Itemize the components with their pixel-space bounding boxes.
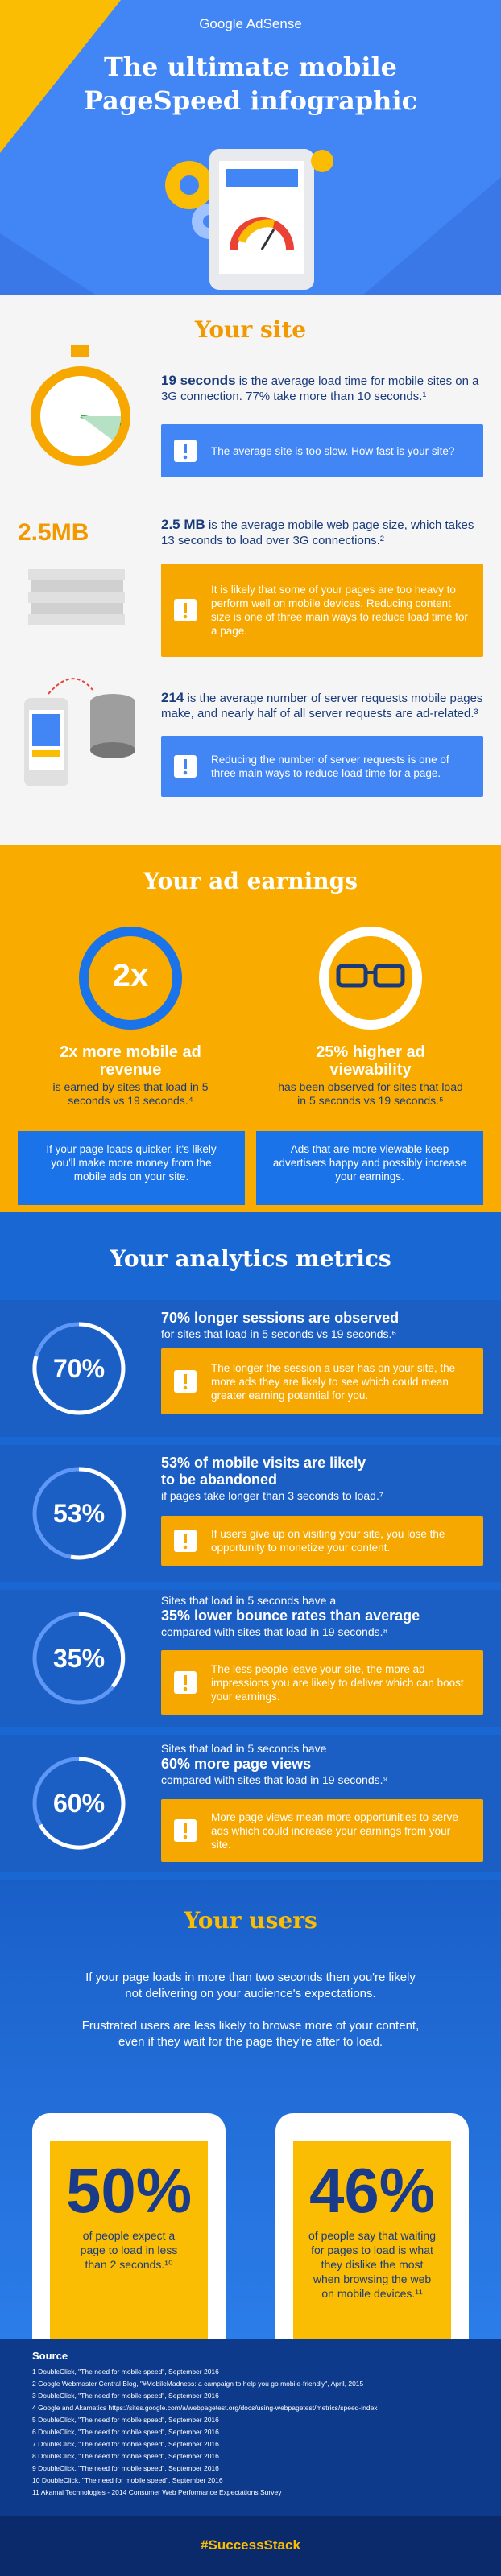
brand: Google AdSense — [199, 16, 302, 31]
text: if pages take longer than 3 seconds to l… — [161, 1489, 383, 1502]
user-stat: 50% of people expect a page to load in l… — [50, 2157, 208, 2272]
source-item: 3 DoubleClick, "The need for mobile spee… — [32, 2392, 219, 2400]
stat: 60% — [52, 1789, 106, 1818]
metric: Sites that load in 5 seconds have 60% mo… — [161, 1741, 483, 1787]
source-item: 7 DoubleClick, "The need for mobile spee… — [32, 2440, 219, 2448]
site-stat: 19 seconds is the average load time for … — [161, 373, 483, 404]
ad-earnings: Your ad earnings 2x 2x more mobile ad re… — [0, 845, 501, 1212]
text: of people say that waiting for pages to … — [308, 2229, 436, 2300]
headline: 2x more mobile ad revenue — [60, 1043, 201, 1079]
title: The ultimate mobile PageSpeed infographi… — [83, 52, 418, 116]
text: for sites that load in 5 seconds vs 19 s… — [161, 1327, 397, 1340]
analytics: Your analytics metrics 70% 53% 35% 60% 7… — [0, 1212, 501, 1880]
callout-text: The less people leave your site, the mor… — [211, 1662, 464, 1703]
stat: 46% — [308, 2155, 436, 2226]
size-label: 2.5MB — [18, 519, 89, 546]
callout: If your page loads quicker, it's likely … — [18, 1131, 245, 1205]
metric: 53% of mobile visits are likely to be ab… — [161, 1455, 483, 1503]
metric: Sites that load in 5 seconds have a 35% … — [161, 1593, 483, 1639]
callout-text: Reducing the number of server requests i… — [211, 753, 449, 779]
callout: Reducing the number of server requests i… — [161, 736, 483, 797]
sources: Source 1 DoubleClick, "The need for mobi… — [0, 2339, 501, 2516]
source-item: 11 Akamai Technologies - 2014 Consumer W… — [32, 2488, 282, 2496]
headline: 53% of mobile visits are likely to be ab… — [161, 1455, 366, 1488]
headline: 70% longer sessions are observed — [161, 1310, 400, 1326]
text: of people expect a page to load in less … — [80, 2229, 178, 2271]
your-site: Your site 19 seconds is the average load… — [0, 295, 501, 845]
callout: The less people leave your site, the mor… — [161, 1650, 483, 1715]
callout-text: If users give up on visiting your site, … — [211, 1528, 445, 1554]
source-item: 1 DoubleClick, "The need for mobile spee… — [32, 2368, 219, 2376]
callout-text: More page views mean more opportunities … — [211, 1810, 458, 1851]
callout: The average site is too slow. How fast i… — [161, 424, 483, 477]
footer: #SuccessStack — [0, 2516, 501, 2576]
text: has been observed for sites that load in… — [278, 1080, 463, 1107]
alert-icon — [174, 1530, 197, 1552]
source-item: 9 DoubleClick, "The need for mobile spee… — [32, 2464, 219, 2472]
ad-art — [79, 927, 422, 1030]
source-item: 6 DoubleClick, "The need for mobile spee… — [32, 2428, 219, 2436]
headline: 60% more page views — [161, 1756, 312, 1772]
source-list: 1 DoubleClick, "The need for mobile spee… — [32, 2366, 469, 2499]
text: compared with sites that load in 19 seco… — [161, 1773, 388, 1786]
user-stat: 46% of people say that waiting for pages… — [293, 2157, 451, 2301]
site-stat: 2.5 MB is the average mobile web page si… — [161, 517, 483, 548]
text: is the average number of server requests… — [161, 691, 483, 720]
callout: It is likely that some of your pages are… — [161, 564, 483, 657]
metric: 70% longer sessions are observed for sit… — [161, 1310, 483, 1341]
highlight: 214 — [161, 690, 184, 705]
paragraph: If your page loads in more than two seco… — [85, 1971, 416, 2000]
callout-text: It is likely that some of your pages are… — [211, 584, 468, 637]
section-title: Your users — [184, 1907, 317, 1934]
site-art — [24, 345, 135, 786]
source-item: 4 Google and Akamatics https://sites.goo… — [32, 2404, 378, 2412]
sources-title: Source — [32, 2350, 68, 2362]
section-title: Your site — [194, 316, 307, 343]
site-stat: 214 is the average number of server requ… — [161, 690, 483, 721]
alert-icon — [174, 1671, 197, 1694]
text: is the average mobile web page size, whi… — [161, 518, 474, 547]
alert-icon — [174, 599, 197, 621]
stat: 70% — [52, 1354, 106, 1383]
alert-icon — [174, 1819, 197, 1842]
source-item: 8 DoubleClick, "The need for mobile spee… — [32, 2452, 219, 2460]
text: compared with sites that load in 19 seco… — [161, 1625, 388, 1638]
callout: More page views mean more opportunities … — [161, 1799, 483, 1862]
lead: Sites that load in 5 seconds have a — [161, 1594, 337, 1607]
hashtag: #SuccessStack — [201, 2537, 300, 2553]
users: Your users If your page loads in more th… — [0, 1880, 501, 2339]
headline: 25% higher ad viewability — [316, 1043, 425, 1079]
highlight: 19 seconds — [161, 373, 236, 388]
ad-stat: 25% higher ad viewability has been obser… — [278, 1043, 463, 1108]
header-art — [0, 0, 501, 295]
highlight: 2.5 MB — [161, 517, 205, 532]
source-item: 10 DoubleClick, "The need for mobile spe… — [32, 2476, 223, 2484]
alert-icon — [174, 440, 197, 462]
paragraph: Frustrated users are less likely to brow… — [81, 2019, 420, 2049]
alert-icon — [174, 755, 197, 778]
callout: If users give up on visiting your site, … — [161, 1516, 483, 1566]
callout: Ads that are more viewable keep advertis… — [256, 1131, 483, 1205]
text: is earned by sites that load in 5 second… — [52, 1080, 209, 1107]
lead: Sites that load in 5 seconds have — [161, 1742, 327, 1755]
users-art — [32, 2113, 469, 2339]
headline: 35% lower bounce rates than average — [161, 1608, 420, 1624]
source-item: 2 Google Webmaster Central Blog, "#Mobil… — [32, 2380, 364, 2388]
stat: 53% — [52, 1499, 106, 1528]
stat: 50% — [65, 2155, 193, 2226]
section-title: Your ad earnings — [143, 868, 358, 894]
callout-text: The longer the session a user has on you… — [211, 1361, 456, 1402]
alert-icon — [174, 1370, 197, 1393]
source-item: 5 DoubleClick, "The need for mobile spee… — [32, 2416, 219, 2424]
stat: 2x — [112, 958, 149, 993]
stat: 35% — [52, 1644, 106, 1673]
section-title: Your analytics metrics — [110, 1245, 391, 1272]
text: is the average load time for mobile site… — [161, 374, 479, 403]
callout: The longer the session a user has on you… — [161, 1348, 483, 1414]
header: Google AdSense The ultimate mobile PageS… — [0, 0, 501, 295]
ad-stat: 2x more mobile ad revenue is earned by s… — [50, 1043, 211, 1108]
callout-text: The average site is too slow. How fast i… — [211, 444, 455, 457]
